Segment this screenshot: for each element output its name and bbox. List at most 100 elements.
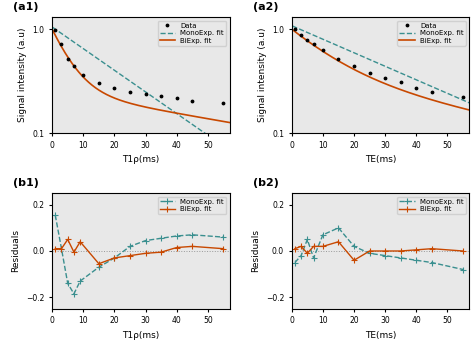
MonoExp. fit: [466, 101, 472, 105]
BiExp. fit: [220, 247, 226, 251]
BiExp. fit: [311, 244, 317, 248]
BiExp. fit: [81, 76, 87, 80]
MonoExp. fit: [220, 235, 226, 239]
BiExp. fit: [158, 250, 164, 254]
MonoExp. fit: [298, 254, 304, 258]
BiExp. fit: [321, 50, 327, 54]
Data: [71, 64, 77, 68]
MonoExp. fit: [53, 213, 58, 217]
Data: [367, 71, 373, 75]
BiExp. fit: [466, 108, 472, 112]
BiExp. fit: [143, 251, 148, 255]
Y-axis label: Residuals: Residuals: [251, 229, 260, 272]
MonoExp. fit: [370, 59, 375, 63]
MonoExp. fit: [158, 236, 164, 240]
MonoExp. fit: [59, 247, 64, 251]
BiExp. fit: [460, 249, 466, 253]
Line: MonoExp. fit: MonoExp. fit: [53, 212, 226, 297]
BiExp. fit: [320, 244, 326, 248]
Data: [65, 57, 71, 61]
MonoExp. fit: [408, 75, 413, 79]
MonoExp. fit: [65, 281, 71, 286]
Legend: Data, MonoExp. fit, BiExp. fit: Data, MonoExp. fit, BiExp. fit: [397, 21, 466, 46]
MonoExp. fit: [174, 234, 180, 238]
Data: [81, 73, 86, 77]
MonoExp. fit: [367, 251, 373, 255]
Data: [143, 92, 148, 96]
Legend: MonoExp. fit, BiExp. fit: MonoExp. fit, BiExp. fit: [397, 197, 466, 214]
Data: [127, 90, 133, 94]
BiExp. fit: [304, 251, 310, 255]
MonoExp. fit: [290, 24, 295, 28]
Text: (a1): (a1): [13, 2, 38, 12]
Line: BiExp. fit: BiExp. fit: [292, 239, 466, 263]
MonoExp. fit: [50, 25, 55, 29]
BiExp. fit: [71, 250, 77, 254]
MonoExp. fit: [394, 69, 400, 73]
BiExp. fit: [298, 244, 304, 248]
Line: Data: Data: [292, 27, 465, 100]
Data: [298, 33, 304, 37]
MonoExp. fit: [460, 268, 466, 272]
Y-axis label: Signal intensity (a.u): Signal intensity (a.u): [257, 28, 266, 122]
BiExp. fit: [174, 245, 180, 249]
Data: [320, 48, 326, 52]
BiExp. fit: [111, 256, 117, 260]
MonoExp. fit: [81, 47, 87, 51]
BiExp. fit: [370, 76, 375, 81]
BiExp. fit: [227, 120, 232, 125]
Legend: Data, MonoExp. fit, BiExp. fit: Data, MonoExp. fit, BiExp. fit: [157, 21, 226, 46]
Data: [429, 90, 435, 94]
MonoExp. fit: [336, 226, 341, 230]
Data: [190, 99, 195, 103]
BiExp. fit: [290, 27, 295, 32]
Legend: MonoExp. fit, BiExp. fit: MonoExp. fit, BiExp. fit: [157, 197, 226, 214]
MonoExp. fit: [143, 238, 148, 243]
Data: [158, 94, 164, 99]
Data: [398, 80, 403, 84]
BiExp. fit: [351, 258, 357, 262]
MonoExp. fit: [413, 258, 419, 262]
BiExp. fit: [168, 110, 173, 114]
Data: [383, 76, 388, 80]
MonoExp. fit: [111, 256, 117, 260]
MonoExp. fit: [429, 261, 435, 265]
X-axis label: T1ρ(ms): T1ρ(ms): [122, 331, 160, 340]
Data: [311, 42, 317, 46]
MonoExp. fit: [71, 292, 77, 296]
MonoExp. fit: [190, 233, 195, 237]
Text: (b1): (b1): [13, 178, 39, 188]
Line: BiExp. fit: BiExp. fit: [53, 31, 229, 122]
Data: [96, 82, 102, 86]
BiExp. fit: [96, 262, 102, 266]
BiExp. fit: [154, 107, 160, 111]
MonoExp. fit: [335, 44, 341, 48]
Text: (b2): (b2): [253, 178, 279, 188]
BiExp. fit: [130, 102, 136, 106]
Data: [292, 27, 298, 31]
BiExp. fit: [59, 247, 64, 251]
Data: [59, 42, 64, 46]
BiExp. fit: [335, 59, 341, 63]
X-axis label: TE(ms): TE(ms): [365, 331, 396, 340]
MonoExp. fit: [320, 233, 326, 237]
BiExp. fit: [77, 240, 83, 244]
Text: (a2): (a2): [253, 2, 278, 12]
Data: [336, 57, 341, 61]
Y-axis label: Signal intensity (a.u): Signal intensity (a.u): [18, 28, 27, 122]
BiExp. fit: [190, 244, 195, 248]
Y-axis label: Residuals: Residuals: [11, 229, 20, 272]
MonoExp. fit: [311, 256, 317, 260]
BiExp. fit: [423, 96, 428, 100]
BiExp. fit: [292, 247, 298, 251]
Line: MonoExp. fit: MonoExp. fit: [53, 27, 229, 150]
MonoExp. fit: [77, 279, 83, 283]
MonoExp. fit: [304, 237, 310, 242]
Data: [111, 86, 117, 90]
MonoExp. fit: [351, 244, 357, 248]
MonoExp. fit: [292, 261, 298, 265]
BiExp. fit: [127, 254, 133, 258]
MonoExp. fit: [154, 98, 160, 102]
BiExp. fit: [383, 249, 388, 253]
MonoExp. fit: [96, 265, 102, 269]
